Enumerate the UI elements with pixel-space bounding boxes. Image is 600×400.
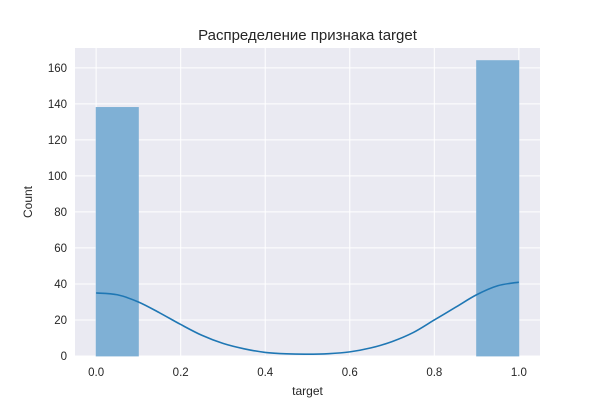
y-tick-label: 20 [54,315,67,327]
x-axis-ticks: 0.0 0.2 0.4 0.6 0.8 1.0 [88,367,527,379]
y-tick-label: 60 [54,243,67,255]
x-tick-label: 0.0 [88,367,104,379]
y-tick-label: 0 [61,351,67,363]
y-tick-label: 140 [48,99,67,111]
y-axis-ticks: 0 20 40 60 80 100 120 140 160 [48,63,67,363]
x-tick-label: 0.2 [173,367,189,379]
kde-curve [96,281,519,356]
x-tick-label: 0.4 [257,367,274,379]
y-axis-label: Count [21,185,35,218]
x-axis-label: target [292,384,323,398]
histogram-bar [95,107,139,357]
x-tick-label: 1.0 [511,367,527,379]
y-tick-label: 120 [48,135,67,147]
chart-title: Распределение признака target [198,27,418,44]
y-tick-label: 160 [48,63,67,75]
y-tick-label: 40 [54,279,67,291]
histogram-bars [95,60,520,357]
plot-area [75,48,540,356]
x-tick-label: 0.8 [426,367,442,379]
y-tick-label: 100 [48,171,67,183]
y-tick-label: 80 [54,207,67,219]
histogram-bar [476,60,520,357]
x-tick-label: 0.6 [342,367,358,379]
